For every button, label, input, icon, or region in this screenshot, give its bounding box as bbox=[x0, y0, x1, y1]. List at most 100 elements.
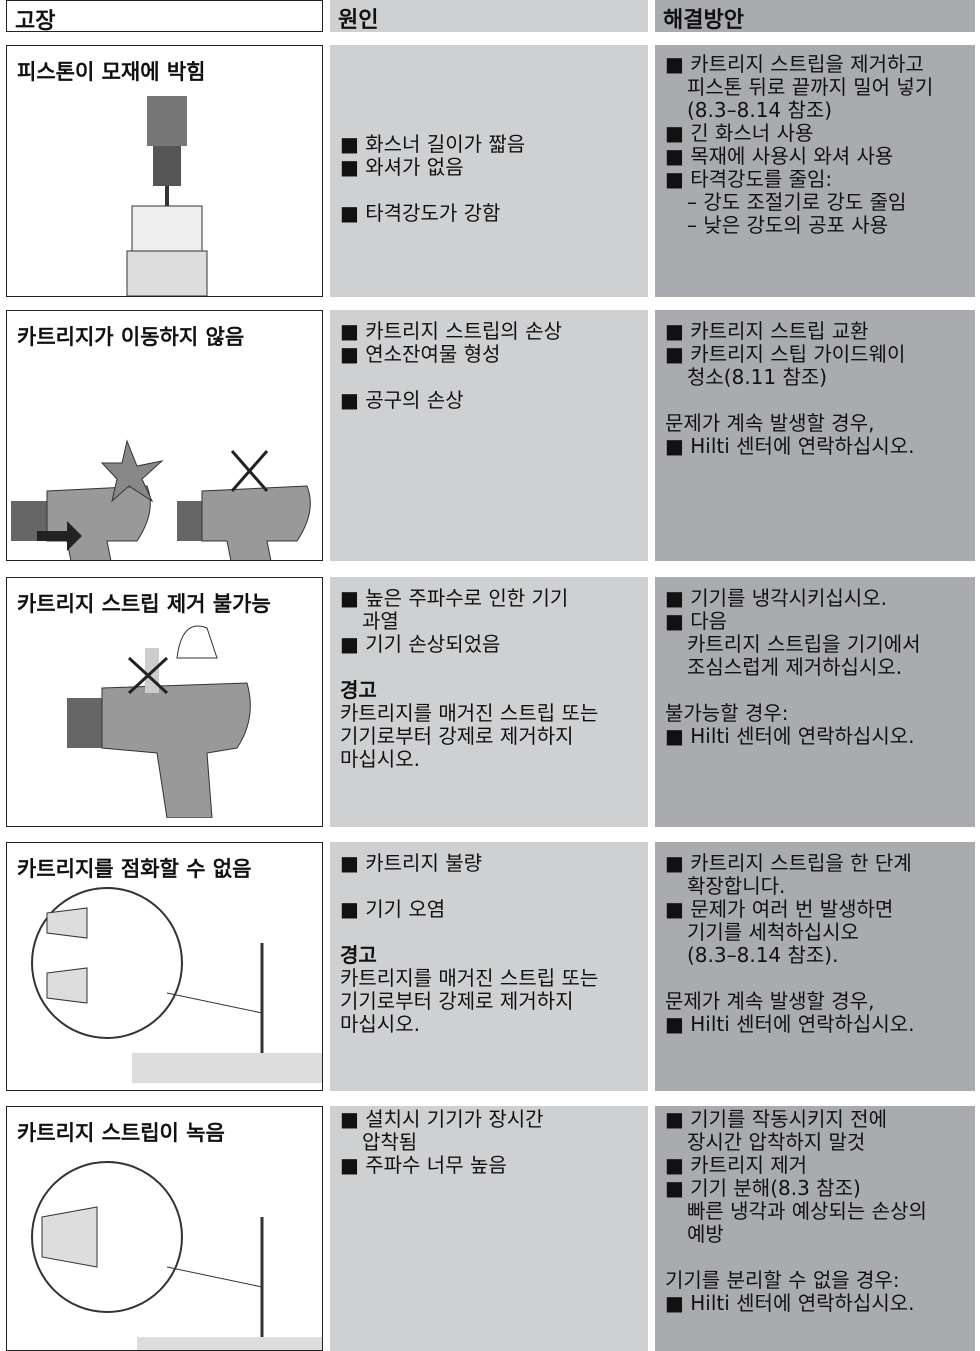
text-group: ■ 화스너 길이가 짧음 ■ 와셔가 없음 bbox=[340, 133, 644, 179]
text-line: ■ 설치시 기기가 장시간 bbox=[340, 1107, 544, 1131]
text-group: ■ 카트리지 불량 bbox=[340, 852, 644, 875]
text-line: ■ 카트리지 스트립을 한 단계 bbox=[665, 851, 912, 875]
fault-cell: 카트리지 스트립 제거 불가능 bbox=[6, 577, 323, 827]
fault-cell: 카트리지가 이동하지 않음 bbox=[6, 310, 323, 561]
text-group: ■ 기기를 작동시키지 전에 장시간 압착하지 말것 ■ 카트리지 제거 ■ 기기 분… bbox=[665, 1108, 971, 1246]
text-group: ■ 높은 주파수로 인한 기기 과열 ■ 기기 손상되었음 bbox=[340, 587, 644, 656]
text-group: 문제가 계속 발생할 경우, ■ Hilti 센터에 연락하십시오. bbox=[665, 412, 971, 458]
cause-cell: ■ 카트리지 스트립의 손상 ■ 연소잔여물 형성 ■ 공구의 손상 bbox=[330, 310, 648, 561]
text-group: ■ 카트리지 스트립 교환 ■ 카트리지 스팁 가이드웨이 청소(8.11 참조) bbox=[665, 320, 971, 389]
text-line: ■ 높은 주파수로 인한 기기 bbox=[340, 586, 569, 610]
fault-cell: 카트리지 스트립이 녹음 bbox=[6, 1106, 323, 1351]
text-line: ■ 카트리지 스트립의 손상 bbox=[340, 319, 562, 343]
text-line: ■ 공구의 손상 bbox=[340, 388, 464, 412]
cause-cell: ■ 화스너 길이가 짧음 ■ 와셔가 없음 ■ 타격강도가 강함 bbox=[330, 45, 648, 297]
text-group: 문제가 계속 발생할 경우, ■ Hilti 센터에 연락하십시오. bbox=[665, 990, 971, 1036]
illustration bbox=[11, 439, 311, 560]
text-line: 조심스럽게 제거하십시오. bbox=[687, 655, 903, 679]
text-group: ■ 타격강도가 강함 bbox=[340, 202, 644, 225]
text-line: ■ Hilti 센터에 연락하십시오. bbox=[665, 1291, 915, 1315]
text-group: ■ 카트리지 스트립을 제거하고 피스톤 뒤로 끝까지 밀어 넣기 (8.3–8.1… bbox=[665, 53, 971, 237]
text-line: 과열 bbox=[362, 609, 399, 633]
text-group: 경고 카트리지를 매거진 스트립 또는 기기로부터 강제로 제거하지 마십시오. bbox=[340, 679, 644, 771]
text-line: ■ 와셔가 없음 bbox=[340, 155, 464, 179]
text-line: 카트리지를 매거진 스트립 또는 bbox=[340, 701, 599, 725]
text-line: ■ 기기 손상되었음 bbox=[340, 632, 501, 656]
text-line: 기기로부터 강제로 제거하지 bbox=[340, 989, 574, 1013]
text-line: 경고 bbox=[340, 678, 377, 702]
text-line: (8.3–8.14 참조) bbox=[687, 98, 833, 122]
text-line: (8.3–8.14 참조). bbox=[687, 943, 839, 967]
text-group: ■ 공구의 손상 bbox=[340, 389, 644, 412]
text-line: 청소(8.11 참조) bbox=[687, 365, 828, 389]
illustration bbox=[31, 887, 322, 1083]
text-line: ■ 기기 오염 bbox=[340, 897, 446, 921]
text-line: ■ 다음 bbox=[665, 609, 728, 633]
text-line: ■ 긴 화스너 사용 bbox=[665, 121, 814, 145]
text-line: 마십시오. bbox=[340, 1012, 420, 1036]
text-line: 장시간 압착하지 말것 bbox=[687, 1130, 866, 1154]
text-line: ■ 카트리지 스팁 가이드웨이 bbox=[665, 342, 906, 366]
header-cell: 고장 bbox=[6, 0, 323, 32]
text-line: 기기를 분리할 수 없을 경우: bbox=[665, 1268, 900, 1292]
text-line: ■ 연소잔여물 형성 bbox=[340, 342, 501, 366]
fault-title: 카트리지를 점화할 수 없음 bbox=[17, 857, 252, 881]
text-line: 경고 bbox=[340, 943, 377, 967]
text-line: 기기를 세척하십시오 bbox=[687, 920, 859, 944]
text-line: ■ 기기를 냉각시키십시오. bbox=[665, 586, 887, 610]
text-group: 기기를 분리할 수 없을 경우: ■ Hilti 센터에 연락하십시오. bbox=[665, 1269, 971, 1315]
text-line: 카트리지 스트립을 기기에서 bbox=[687, 632, 921, 656]
illustration bbox=[31, 1161, 322, 1350]
text-line: 확장합니다. bbox=[687, 874, 786, 898]
text-line: 카트리지를 매거진 스트립 또는 bbox=[340, 966, 599, 990]
text-line: ■ 주파수 너무 높음 bbox=[340, 1153, 507, 1177]
text-line: ■ Hilti 센터에 연락하십시오. bbox=[665, 1012, 915, 1036]
text-line: 기기로부터 강제로 제거하지 bbox=[340, 724, 574, 748]
text-group: ■ 기기 오염 bbox=[340, 898, 644, 921]
text-line: – 강도 조절기로 강도 줄임 bbox=[687, 190, 907, 214]
text-group: ■ 카트리지 스트립을 한 단계 확장합니다. ■ 문제가 여러 번 발생하면 기기를… bbox=[665, 852, 971, 967]
text-line: ■ 문제가 여러 번 발생하면 bbox=[665, 897, 894, 921]
text-line: 압착됨 bbox=[362, 1130, 418, 1154]
text-group: ■ 카트리지 스트립의 손상 ■ 연소잔여물 형성 bbox=[340, 320, 644, 366]
text-group: ■ 기기를 냉각시키십시오. ■ 다음 카트리지 스트립을 기기에서 조심스럽게 제거… bbox=[665, 587, 971, 679]
illustration bbox=[67, 625, 251, 818]
fault-cell: 카트리지를 점화할 수 없음 bbox=[6, 842, 323, 1091]
text-line: ■ 카트리지 제거 bbox=[665, 1153, 808, 1177]
header-cell: 해결방안 bbox=[655, 0, 975, 32]
text-line: 문제가 계속 발생할 경우, bbox=[665, 989, 875, 1013]
solution-cell: ■ 기기를 작동시키지 전에 장시간 압착하지 말것 ■ 카트리지 제거 ■ 기기 분… bbox=[655, 1106, 975, 1351]
text-line: 빠른 냉각과 예상되는 손상의 bbox=[687, 1199, 927, 1223]
solution-cell: ■ 카트리지 스트립을 제거하고 피스톤 뒤로 끝까지 밀어 넣기 (8.3–8.1… bbox=[655, 45, 975, 297]
text-group: ■ 설치시 기기가 장시간 압착됨 ■ 주파수 너무 높음 bbox=[340, 1108, 644, 1177]
text-line: 불가능할 경우: bbox=[665, 701, 789, 725]
fault-cell: 피스톤이 모재에 박힘 bbox=[6, 45, 323, 297]
text-line: ■ Hilti 센터에 연락하십시오. bbox=[665, 724, 915, 748]
fault-title: 카트리지가 이동하지 않음 bbox=[17, 325, 245, 349]
text-line: – 낮은 강도의 공포 사용 bbox=[687, 213, 889, 237]
text-line: 예방 bbox=[687, 1222, 724, 1246]
text-line: ■ 화스너 길이가 짧음 bbox=[340, 132, 526, 156]
illustration bbox=[126, 96, 208, 296]
text-line: 문제가 계속 발생할 경우, bbox=[665, 411, 875, 435]
text-line: 피스톤 뒤로 끝까지 밀어 넣기 bbox=[687, 75, 934, 99]
solution-cell: ■ 기기를 냉각시키십시오. ■ 다음 카트리지 스트립을 기기에서 조심스럽게 제거… bbox=[655, 577, 975, 827]
text-line: ■ 카트리지 스트립 교환 bbox=[665, 319, 869, 343]
text-line: ■ 기기 분해(8.3 참조) bbox=[665, 1176, 861, 1200]
text-line: 마십시오. bbox=[340, 747, 420, 771]
fault-title: 카트리지 스트립 제거 불가능 bbox=[17, 592, 271, 616]
text-line: ■ Hilti 센터에 연락하십시오. bbox=[665, 434, 915, 458]
text-group: 불가능할 경우: ■ Hilti 센터에 연락하십시오. bbox=[665, 702, 971, 748]
text-line: ■ 카트리지 불량 bbox=[340, 851, 483, 875]
solution-cell: ■ 카트리지 스트립 교환 ■ 카트리지 스팁 가이드웨이 청소(8.11 참조) 문… bbox=[655, 310, 975, 561]
text-line: ■ 타격강도를 줄임: bbox=[665, 167, 833, 191]
text-line: ■ 목재에 사용시 와셔 사용 bbox=[665, 144, 894, 168]
text-line: ■ 카트리지 스트립을 제거하고 bbox=[665, 52, 924, 76]
cause-cell: ■ 설치시 기기가 장시간 압착됨 ■ 주파수 너무 높음 bbox=[330, 1106, 648, 1351]
fault-title: 피스톤이 모재에 박힘 bbox=[17, 60, 206, 84]
text-line: ■ 타격강도가 강함 bbox=[340, 201, 501, 225]
text-line: ■ 기기를 작동시키지 전에 bbox=[665, 1107, 887, 1131]
